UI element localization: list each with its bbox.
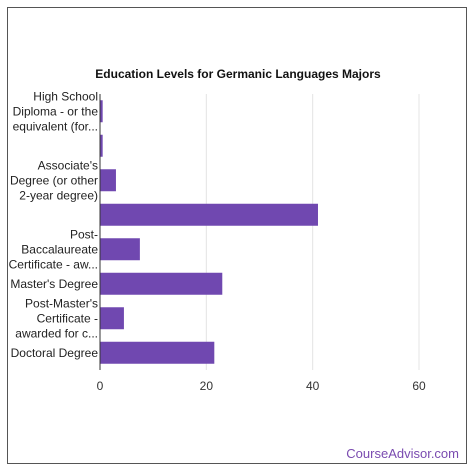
- bar-2: [100, 169, 116, 192]
- category-label-0: High School Diploma - or the equivalent (f…: [13, 89, 99, 133]
- category-label-6: Post-Master's Certificate -awarded for c.…: [15, 296, 98, 340]
- x-tick-label-60: 60: [412, 379, 426, 393]
- x-tick-label-0: 0: [97, 379, 104, 393]
- bar-1: [100, 134, 103, 157]
- x-tick-label-20: 20: [200, 379, 214, 393]
- bar-6: [100, 307, 124, 330]
- x-tick-label-40: 40: [306, 379, 320, 393]
- bar-0: [100, 100, 103, 123]
- chart-title: Education Levels for Germanic Languages …: [95, 67, 381, 81]
- category-label-2: Associate's Degree (or other 2-year degree…: [10, 158, 98, 202]
- bar-5: [100, 272, 223, 295]
- bar-3: [100, 203, 318, 226]
- category-label-4: Post-Baccalaureate Certificate - aw...: [9, 227, 99, 271]
- category-label-7: Doctoral Degree: [11, 346, 99, 360]
- bar-7: [100, 341, 215, 364]
- category-label-5: Master's Degree: [10, 277, 98, 291]
- chart-frame: [7, 7, 467, 464]
- bar-4: [100, 238, 140, 261]
- brand-link[interactable]: CourseAdvisor.com: [346, 446, 459, 461]
